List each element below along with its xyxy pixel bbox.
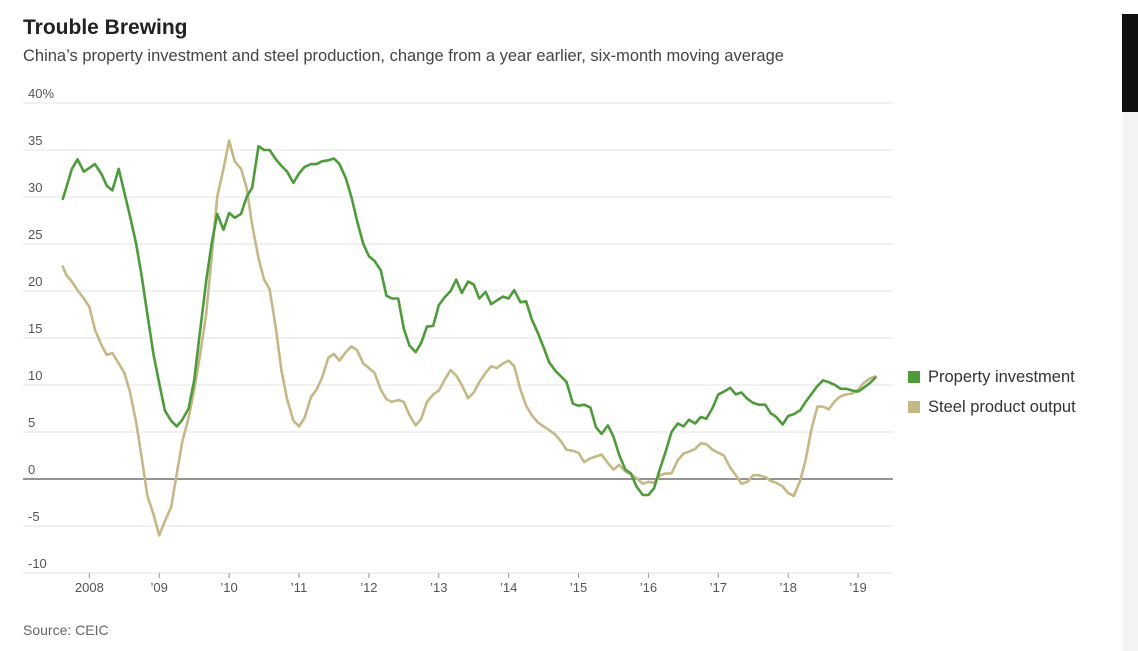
series-line-steel-product-output	[61, 139, 877, 537]
x-tick-label: ’13	[430, 580, 447, 595]
y-tick-label: 40%	[28, 86, 54, 101]
y-tick-label: 15	[28, 321, 42, 336]
y-tick-label: 20	[28, 274, 42, 289]
series-layer	[61, 139, 877, 537]
y-tick-label: -10	[28, 556, 47, 571]
y-tick-label: 35	[28, 133, 42, 148]
y-tick-label: 5	[28, 415, 35, 430]
x-tick-label: ’09	[151, 580, 168, 595]
y-tick-label: 25	[28, 227, 42, 242]
x-axis-ticks: 2008 ’09 ’10 ’11 ’12 ’13 ’14 ’15 ’16 ’17 ’18 ’19	[75, 573, 867, 595]
y-tick-label: -5	[28, 509, 40, 524]
legend-label-property: Property investment	[928, 367, 1075, 386]
y-tick-label: 30	[28, 180, 42, 195]
x-tick-label: ’16	[640, 580, 657, 595]
y-tick-label: 10	[28, 368, 42, 383]
scrollbar-thumb[interactable]	[1122, 14, 1138, 112]
x-tick-label: ’15	[570, 580, 587, 595]
legend-label-steel: Steel product output	[928, 397, 1076, 416]
x-tick-label: ’11	[291, 580, 307, 595]
legend-item-steel: Steel product output	[908, 392, 1076, 422]
scrollbar-track[interactable]	[1122, 14, 1138, 651]
x-tick-label: ’12	[360, 580, 377, 595]
legend-swatch-property	[908, 371, 920, 383]
x-tick-label: ’17	[710, 580, 727, 595]
legend-swatch-steel	[908, 401, 920, 413]
y-axis-ticks: 40% 35 30 25 20 15 10 5 0 -5 -10	[28, 86, 54, 571]
grid-layer	[23, 102, 893, 574]
legend: Property investment Steel product output	[908, 362, 1076, 422]
legend-item-property: Property investment	[908, 362, 1076, 392]
series-line-property-investment	[61, 144, 877, 497]
source-note: Source: CEIC	[23, 622, 109, 638]
x-tick-label: ’19	[849, 580, 866, 595]
x-tick-label: ’14	[500, 580, 517, 595]
y-tick-label: 0	[28, 462, 35, 477]
chart-subtitle: China’s property investment and steel pr…	[23, 47, 784, 65]
chart-title: Trouble Brewing	[23, 16, 188, 39]
x-tick-label: ’18	[779, 580, 796, 595]
x-tick-label: 2008	[75, 580, 104, 595]
x-tick-label: ’10	[220, 580, 237, 595]
